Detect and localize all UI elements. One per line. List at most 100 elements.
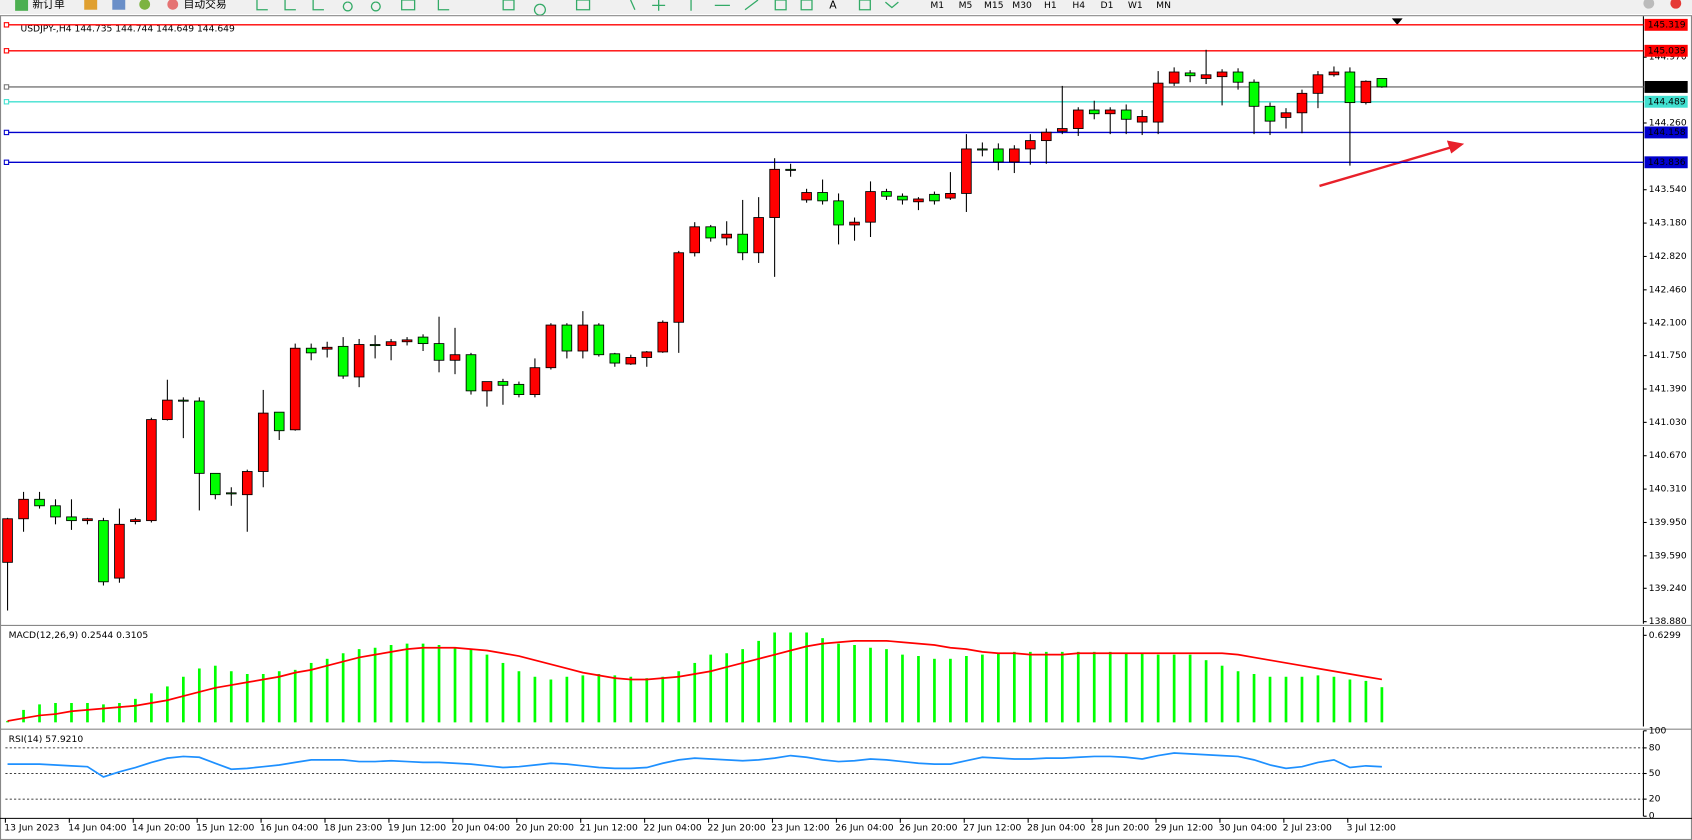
x-tick-label: 27 Jun 12:00 bbox=[963, 823, 1021, 834]
candle-body bbox=[66, 516, 77, 522]
candle-body bbox=[1280, 112, 1292, 118]
candle-body bbox=[353, 344, 365, 378]
price-level-label: 145.319 bbox=[1648, 19, 1686, 30]
toolbar-icon[interactable] bbox=[112, 0, 126, 10]
x-tick-label: 13 Jun 2023 bbox=[4, 823, 59, 834]
candle-body bbox=[833, 200, 844, 226]
auto-trading-icon[interactable] bbox=[167, 0, 179, 10]
panel-title: MACD(12,26,9) 0.2544 0.3105 bbox=[9, 630, 149, 641]
timeframe-button[interactable]: D1 bbox=[1101, 0, 1114, 11]
candle-body bbox=[162, 399, 173, 421]
candle-body bbox=[1344, 71, 1356, 104]
candle-body bbox=[1104, 109, 1116, 115]
candle-body bbox=[1120, 109, 1132, 120]
candle-body bbox=[977, 148, 988, 151]
candle-body bbox=[1025, 140, 1036, 150]
timeframe-button[interactable]: H4 bbox=[1072, 0, 1085, 11]
candle-body bbox=[1376, 78, 1388, 88]
candle-body bbox=[1296, 92, 1308, 114]
candle-body bbox=[1264, 105, 1276, 122]
price-level-handle bbox=[3, 99, 10, 105]
timeframe-button[interactable]: M1 bbox=[930, 0, 944, 11]
shift-marker bbox=[1391, 18, 1403, 25]
candle-body bbox=[657, 321, 669, 353]
y-tick-label: 142.460 bbox=[1649, 284, 1687, 295]
y-tick-label: 142.100 bbox=[1649, 318, 1687, 329]
candle-body bbox=[913, 198, 924, 203]
x-tick-label: 18 Jun 23:00 bbox=[324, 823, 382, 834]
price-level-label-bg bbox=[1644, 95, 1688, 108]
timeframe-bar: M1 M5 M15 M30 H1 H4 D1 W1 MN bbox=[930, 0, 1171, 11]
candle-body bbox=[1152, 82, 1164, 123]
x-tick-label: 14 Jun 20:00 bbox=[132, 823, 190, 834]
y-tick-label: 142.820 bbox=[1649, 251, 1687, 262]
candle-body bbox=[1136, 116, 1148, 123]
candle-body bbox=[98, 520, 109, 583]
candle-body bbox=[2, 518, 13, 563]
y-tick-label: 140.670 bbox=[1649, 450, 1687, 461]
y-tick-label: 139.240 bbox=[1649, 583, 1687, 594]
x-tick-label: 26 Jun 04:00 bbox=[835, 823, 893, 834]
toolbar-icon[interactable] bbox=[139, 0, 151, 10]
rsi-line bbox=[7, 752, 1382, 778]
price-level-handle bbox=[3, 129, 10, 136]
x-tick-label: 19 Jun 12:00 bbox=[388, 823, 446, 834]
window-icon[interactable] bbox=[1643, 0, 1655, 9]
new-order-icon[interactable] bbox=[15, 0, 29, 11]
timeframe-button[interactable]: MN bbox=[1156, 0, 1171, 11]
candle-body bbox=[513, 383, 525, 395]
price-level-handle bbox=[3, 22, 10, 28]
price-level-label-bg bbox=[1644, 18, 1688, 31]
candle-body bbox=[225, 492, 237, 495]
timeframe-button[interactable]: H1 bbox=[1044, 0, 1057, 11]
text-tool[interactable]: A bbox=[829, 0, 837, 11]
candle-body bbox=[210, 472, 221, 496]
x-tick-label: 23 Jun 12:00 bbox=[771, 823, 829, 834]
toolbar-icon[interactable] bbox=[84, 0, 98, 10]
candle-body bbox=[625, 357, 637, 365]
y-tick-label: 144.970 bbox=[1649, 52, 1687, 63]
candle-body bbox=[1216, 71, 1228, 78]
x-tick-label: 20 Jun 20:00 bbox=[516, 823, 574, 834]
panel-title: RSI(14) 57.9210 bbox=[9, 734, 84, 745]
new-order-button[interactable]: 新订单 bbox=[32, 0, 65, 10]
candle-body bbox=[194, 400, 205, 474]
candle-body bbox=[465, 354, 477, 392]
candle-body bbox=[849, 221, 860, 226]
y-tick-label: 141.750 bbox=[1649, 350, 1687, 361]
timeframe-button[interactable]: M30 bbox=[1012, 0, 1032, 11]
candle-body bbox=[721, 233, 732, 239]
toolbar-icon[interactable] bbox=[437, 0, 899, 16]
candle-body bbox=[545, 324, 557, 369]
chart-frame bbox=[0, 15, 1692, 840]
x-tick-label: 16 Jun 04:00 bbox=[260, 823, 318, 834]
x-tick-label: 28 Jun 20:00 bbox=[1091, 823, 1149, 834]
candle-body bbox=[593, 324, 605, 356]
price-level-handle bbox=[3, 48, 10, 54]
candle-body bbox=[18, 498, 29, 520]
candle-body bbox=[529, 367, 541, 395]
candle-body bbox=[785, 168, 796, 171]
candle-body bbox=[1312, 74, 1324, 94]
alert-icon[interactable] bbox=[1670, 0, 1682, 9]
toolbar-icon[interactable] bbox=[256, 0, 416, 12]
arrow-head bbox=[1446, 140, 1465, 154]
candle-body bbox=[1248, 81, 1260, 107]
price-level-handle bbox=[3, 84, 10, 90]
candle-body bbox=[82, 518, 93, 522]
auto-trading-button[interactable]: 自动交易 bbox=[184, 0, 227, 10]
timeframe-button[interactable]: M15 bbox=[984, 0, 1004, 11]
candle-body bbox=[609, 353, 621, 364]
timeframe-button[interactable]: W1 bbox=[1128, 0, 1143, 11]
candle-body bbox=[705, 226, 716, 239]
toolbar: 新订单 自动交易 A bbox=[0, 0, 1692, 16]
candle-body bbox=[305, 347, 317, 354]
timeframe-button[interactable]: M5 bbox=[959, 0, 973, 11]
x-tick-label: 20 Jun 04:00 bbox=[452, 823, 510, 834]
y-tick-label: 0.6299 bbox=[1649, 630, 1681, 641]
x-tick-label: 29 Jun 12:00 bbox=[1155, 823, 1213, 834]
y-tick-label: 138.880 bbox=[1649, 616, 1687, 627]
candle-body bbox=[865, 191, 876, 223]
